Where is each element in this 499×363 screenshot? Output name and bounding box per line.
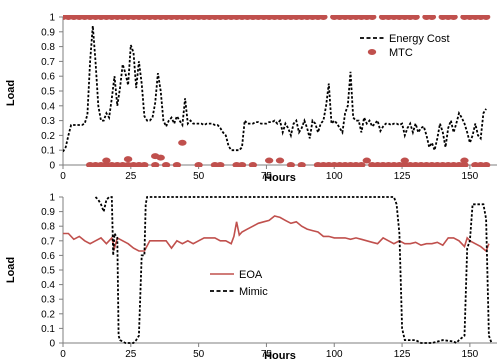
mtc-point (427, 15, 437, 20)
x-tick-label: 125 (394, 171, 411, 182)
y-axis-title: Load (5, 80, 17, 106)
y-tick-label: 0.6 (41, 251, 55, 262)
mtc-point (481, 15, 491, 20)
mtc-point (216, 162, 225, 167)
mtc-point (248, 162, 258, 167)
mtc-point (368, 15, 377, 20)
x-tick-label: 125 (394, 349, 411, 360)
y-tick-label: 0.9 (41, 27, 55, 38)
mtc-point (362, 157, 371, 164)
y-tick-label: 0.2 (41, 131, 55, 142)
mtc-point (194, 162, 203, 167)
y-tick-label: 0.1 (41, 146, 55, 157)
plot-area (63, 15, 491, 167)
y-axis-title: Load (5, 257, 17, 283)
y-tick-label: 0.8 (41, 222, 55, 233)
mtc-point (449, 15, 458, 20)
x-axis-title: Hours (264, 172, 296, 184)
x-tick-label: 75 (261, 349, 273, 360)
x-tick-label: 0 (60, 171, 66, 182)
mtc-point (264, 157, 274, 164)
mtc-point (460, 162, 469, 167)
mtc-point (161, 162, 171, 167)
mtc-point (286, 162, 296, 167)
mtc-point (237, 162, 247, 167)
x-tick-label: 25 (125, 349, 137, 360)
y-tick-label: 0.1 (41, 324, 55, 335)
mtc-point (151, 153, 160, 160)
y-tick-label: 0.9 (41, 207, 55, 218)
y-tick-label: 0.5 (41, 87, 55, 98)
mtc-point (178, 139, 187, 146)
mtc-point (123, 156, 133, 163)
mtc-point (297, 162, 306, 167)
mtc-point (357, 162, 366, 167)
y-tick-label: 0.2 (41, 309, 55, 320)
energy-cost-line (63, 25, 487, 154)
mtc-point (151, 162, 160, 167)
mtc-point (481, 162, 491, 167)
y-tick-label: 0.3 (41, 116, 55, 127)
x-axis-title: Hours (264, 350, 296, 362)
x-tick-label: 75 (261, 171, 273, 182)
y-tick-label: 0.5 (41, 266, 55, 277)
x-tick-label: 100 (326, 349, 343, 360)
mtc-point (400, 157, 409, 164)
x-tick-label: 150 (462, 349, 479, 360)
x-tick-label: 25 (125, 171, 137, 182)
mtc-point (102, 157, 111, 164)
x-tick-label: 0 (60, 349, 66, 360)
y-tick-label: 0.4 (41, 101, 55, 112)
mtc-point (140, 162, 149, 167)
y-tick-label: 1 (49, 193, 55, 204)
eoa-line (63, 215, 490, 253)
y-tick-label: 0.7 (41, 236, 55, 247)
mtc-point (411, 15, 420, 20)
y-tick-label: 0.7 (41, 57, 55, 68)
mtc-point (275, 157, 285, 164)
y-tick-label: 0.8 (41, 42, 55, 53)
mimic-line (94, 196, 493, 345)
bottom-chart: 0 0.1 0.2 0.3 0.4 0.5 0.6 0.7 0.8 0.9 1 0 25 50 75 100 1… (5, 193, 497, 362)
x-tick-label: 150 (462, 171, 479, 182)
y-tick-label: 0.6 (41, 72, 55, 83)
y-tick-label: 0.4 (41, 280, 55, 291)
mtc-point (172, 162, 182, 167)
legend-label: EOA (239, 269, 263, 281)
legend-label: Energy Cost (389, 33, 450, 45)
legend-label: Mimic (239, 286, 268, 298)
plot-area (63, 196, 493, 345)
y-tick-label: 0 (49, 339, 55, 350)
legend: EOA Mimic (210, 269, 268, 298)
legend-marker-mtc (367, 49, 377, 55)
top-chart: 0 0.1 0.2 0.3 0.4 0.5 0.6 0.7 0.8 0.9 1 0 25 50 75 100 1… (5, 13, 497, 184)
y-tick-label: 0.3 (41, 295, 55, 306)
mtc-point (460, 157, 469, 164)
legend: Energy Cost MTC (360, 33, 450, 59)
y-tick-label: 1 (49, 13, 55, 24)
mtc-point (319, 15, 328, 20)
y-tick-label: 0 (49, 161, 55, 172)
x-tick-label: 50 (193, 171, 205, 182)
legend-label: MTC (389, 47, 413, 59)
x-tick-label: 50 (193, 349, 205, 360)
x-tick-label: 100 (326, 171, 343, 182)
